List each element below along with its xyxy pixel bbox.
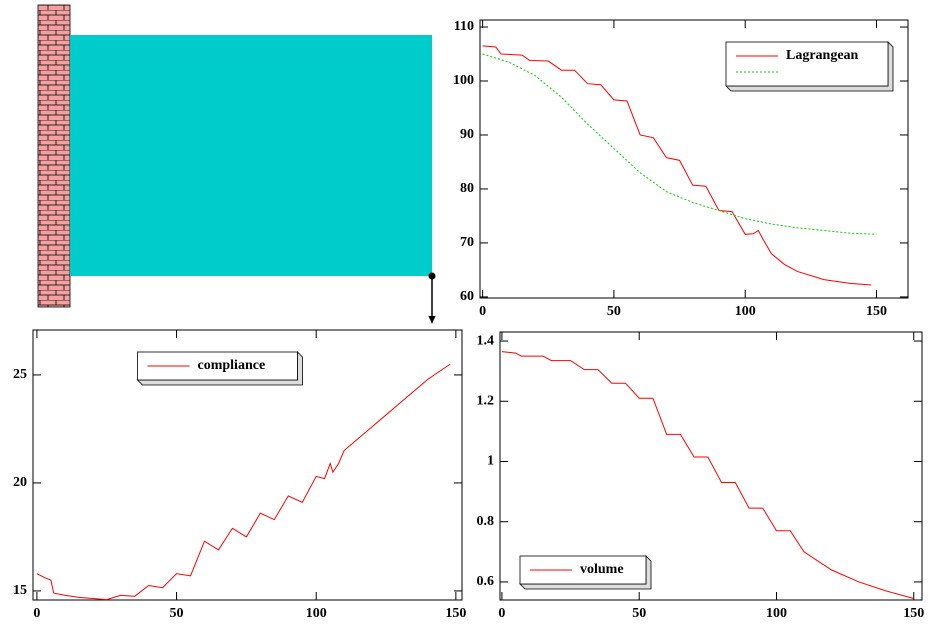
y-tick-label: 0.8 bbox=[477, 514, 495, 529]
x-tick-label: 50 bbox=[607, 304, 621, 319]
series-line bbox=[482, 53, 877, 235]
y-tick-label: 60 bbox=[460, 289, 474, 304]
legend-box bbox=[725, 41, 889, 87]
y-tick-label: 1.4 bbox=[477, 333, 495, 348]
x-tick-label: 100 bbox=[766, 606, 787, 621]
plot-frame bbox=[479, 19, 909, 299]
wall bbox=[37, 4, 71, 308]
plot-frame bbox=[32, 329, 463, 601]
chart: 0 50 100 150 15 20 25 compliance bbox=[13, 329, 466, 621]
y-tick-label: 70 bbox=[460, 235, 474, 250]
plot-frame bbox=[499, 331, 923, 601]
chart: 0 50 100 150 0.6 0.8 1 1.2 1.4 volume bbox=[477, 331, 924, 621]
arrow-head bbox=[428, 316, 436, 324]
legend: compliance bbox=[136, 351, 303, 386]
x-tick-label: 0 bbox=[33, 606, 40, 621]
legend-label: compliance bbox=[198, 358, 266, 373]
x-tick-label: 150 bbox=[903, 606, 924, 621]
chart: 0 50 100 150 60 70 80 90 100 110 Lagrangean bbox=[453, 19, 909, 319]
x-tick-label: 100 bbox=[735, 304, 756, 319]
structure-diagram bbox=[37, 4, 436, 324]
y-tick-label: 80 bbox=[460, 181, 474, 196]
x-tick-label: 50 bbox=[170, 606, 184, 621]
x-tick-label: 150 bbox=[866, 304, 887, 319]
legend: volume bbox=[519, 555, 652, 590]
y-tick-label: 100 bbox=[453, 73, 474, 88]
x-tick-label: 150 bbox=[445, 606, 466, 621]
x-tick-label: 0 bbox=[498, 606, 505, 621]
legend-label: Lagrangean bbox=[786, 48, 859, 63]
series-line bbox=[501, 351, 914, 599]
y-tick-label: 90 bbox=[460, 127, 474, 142]
x-tick-label: 0 bbox=[479, 304, 486, 319]
series-line bbox=[482, 45, 872, 286]
legend-label: volume bbox=[580, 562, 624, 577]
y-tick-label: 0.6 bbox=[477, 574, 495, 589]
y-tick-label: 1.2 bbox=[477, 393, 495, 408]
x-tick-label: 50 bbox=[632, 606, 646, 621]
y-tick-label: 25 bbox=[13, 367, 27, 382]
legend: Lagrangean bbox=[725, 41, 894, 92]
x-tick-label: 100 bbox=[306, 606, 327, 621]
design-domain bbox=[70, 35, 432, 276]
y-tick-label: 20 bbox=[13, 475, 27, 490]
series-line bbox=[36, 363, 451, 601]
y-tick-label: 15 bbox=[13, 583, 27, 598]
y-tick-label: 110 bbox=[454, 19, 474, 34]
y-tick-label: 1 bbox=[487, 454, 494, 469]
